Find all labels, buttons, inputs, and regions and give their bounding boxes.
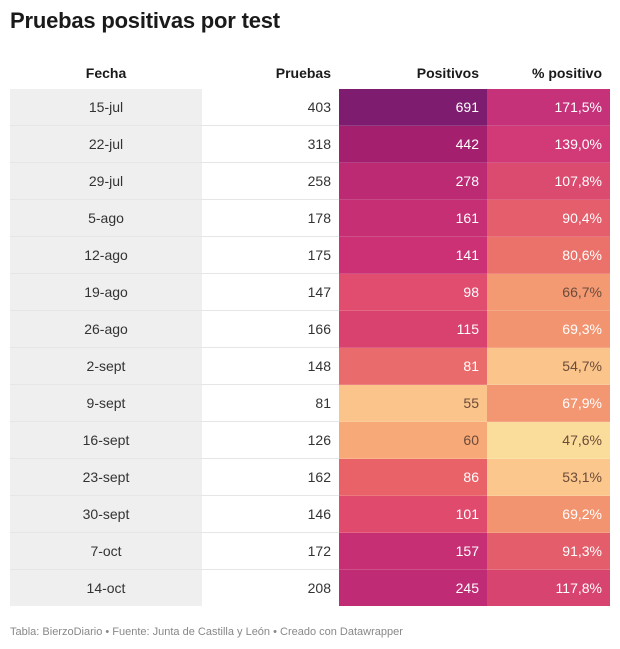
table-title: Pruebas positivas por test xyxy=(10,8,280,33)
cell-pct-positivo: 90,4% xyxy=(487,199,610,237)
cell-pct-positivo: 53,1% xyxy=(487,458,610,496)
cell-fecha: 23-sept xyxy=(10,458,202,496)
cell-pct-positivo: 69,3% xyxy=(487,310,610,348)
column-header-fecha[interactable]: Fecha xyxy=(85,64,127,81)
table-row: 30-sept 146 101 69,2% xyxy=(10,495,610,533)
cell-fecha: 5-ago xyxy=(10,199,202,237)
table-row: 22-jul 318 442 139,0% xyxy=(10,125,610,163)
cell-pct-positivo: 171,5% xyxy=(487,89,610,126)
cell-pruebas: 147 xyxy=(202,273,339,311)
cell-fecha: 16-sept xyxy=(10,421,202,459)
cell-pct-positivo: 139,0% xyxy=(487,125,610,163)
cell-fecha: 9-sept xyxy=(10,384,202,422)
cell-positivos: 55 xyxy=(339,384,487,422)
cell-positivos: 245 xyxy=(339,569,487,606)
cell-pruebas: 403 xyxy=(307,99,331,115)
cell-pruebas: 175 xyxy=(202,236,339,274)
cell-pct-positivo: 67,9% xyxy=(487,384,610,422)
cell-pct-positivo: 54,7% xyxy=(487,347,610,385)
table-row: 26-ago 166 115 69,3% xyxy=(10,310,610,348)
cell-fecha: 14-oct xyxy=(10,569,202,606)
cell-pruebas: 126 xyxy=(202,421,339,459)
cell-pct-positivo: 117,8% xyxy=(487,569,610,606)
cell-pruebas: 172 xyxy=(202,532,339,570)
table-row: 7-oct 172 157 91,3% xyxy=(10,532,610,570)
cell-pct-positivo: 66,7% xyxy=(487,273,610,311)
cell-positivos: 115 xyxy=(339,310,487,348)
table-row: 29-jul 258 278 107,8% xyxy=(10,162,610,200)
footer-credits: Tabla: BierzoDiario • Fuente: Junta de C… xyxy=(10,626,403,638)
table-row: 5-ago 178 161 90,4% xyxy=(10,199,610,237)
cell-fecha: 29-jul xyxy=(10,162,202,200)
cell-pruebas: 258 xyxy=(202,162,339,200)
cell-pruebas: 208 xyxy=(202,569,339,606)
table-body: 15-jul 403 691 171,5% 22-jul 318 442 139,0% 29-j… xyxy=(10,89,610,606)
table-row: 15-jul 403 691 171,5% xyxy=(10,89,610,126)
table-row: 16-sept 126 60 47,6% xyxy=(10,421,610,459)
cell-pruebas: 146 xyxy=(202,495,339,533)
data-table: Fecha Pruebas Positivos % positivo 15-ju… xyxy=(10,56,610,606)
header-row: Fecha Pruebas Positivos % positivo xyxy=(10,56,610,89)
table-row: 12-ago 175 141 80,6% xyxy=(10,236,610,274)
cell-fecha: 26-ago xyxy=(10,310,202,348)
cell-pct-positivo: 69,2% xyxy=(487,495,610,533)
cell-positivos: 161 xyxy=(339,199,487,237)
cell-positivos: 278 xyxy=(339,162,487,200)
cell-fecha: 15-jul xyxy=(10,89,202,126)
cell-positivos: 60 xyxy=(339,421,487,459)
table-row: 14-oct 208 245 117,8% xyxy=(10,569,610,606)
cell-positivos: 691 xyxy=(339,89,487,126)
cell-pruebas: 148 xyxy=(202,347,339,385)
cell-positivos: 86 xyxy=(339,458,487,496)
cell-positivos: 81 xyxy=(339,347,487,385)
cell-positivos: 141 xyxy=(339,236,487,274)
cell-positivos: 157 xyxy=(339,532,487,570)
cell-fecha: 19-ago xyxy=(10,273,202,311)
cell-fecha: 22-jul xyxy=(10,125,202,163)
cell-pct-positivo: 107,8% xyxy=(487,162,610,200)
cell-fecha: 30-sept xyxy=(10,495,202,533)
cell-pct-positivo: 80,6% xyxy=(487,236,610,274)
cell-pruebas: 318 xyxy=(202,125,339,163)
table-row: 9-sept 81 55 67,9% xyxy=(10,384,610,422)
cell-positivos: 101 xyxy=(339,495,487,533)
cell-positivos: 98 xyxy=(339,273,487,311)
cell-fecha: 7-oct xyxy=(10,532,202,570)
cell-positivos: 442 xyxy=(339,125,487,163)
table-row: 19-ago 147 98 66,7% xyxy=(10,273,610,311)
cell-pruebas: 81 xyxy=(202,384,339,422)
table-row: 23-sept 162 86 53,1% xyxy=(10,458,610,496)
cell-fecha: 2-sept xyxy=(10,347,202,385)
column-header-pruebas[interactable]: Pruebas xyxy=(275,64,331,81)
column-header-positivos[interactable]: Positivos xyxy=(416,64,479,81)
cell-pruebas: 162 xyxy=(202,458,339,496)
table-row: 2-sept 148 81 54,7% xyxy=(10,347,610,385)
cell-pct-positivo: 47,6% xyxy=(487,421,610,459)
cell-fecha: 12-ago xyxy=(10,236,202,274)
column-header-pct-positivo[interactable]: % positivo xyxy=(531,64,602,81)
cell-pruebas: 178 xyxy=(202,199,339,237)
cell-pct-positivo: 91,3% xyxy=(487,532,610,570)
cell-pruebas: 166 xyxy=(202,310,339,348)
